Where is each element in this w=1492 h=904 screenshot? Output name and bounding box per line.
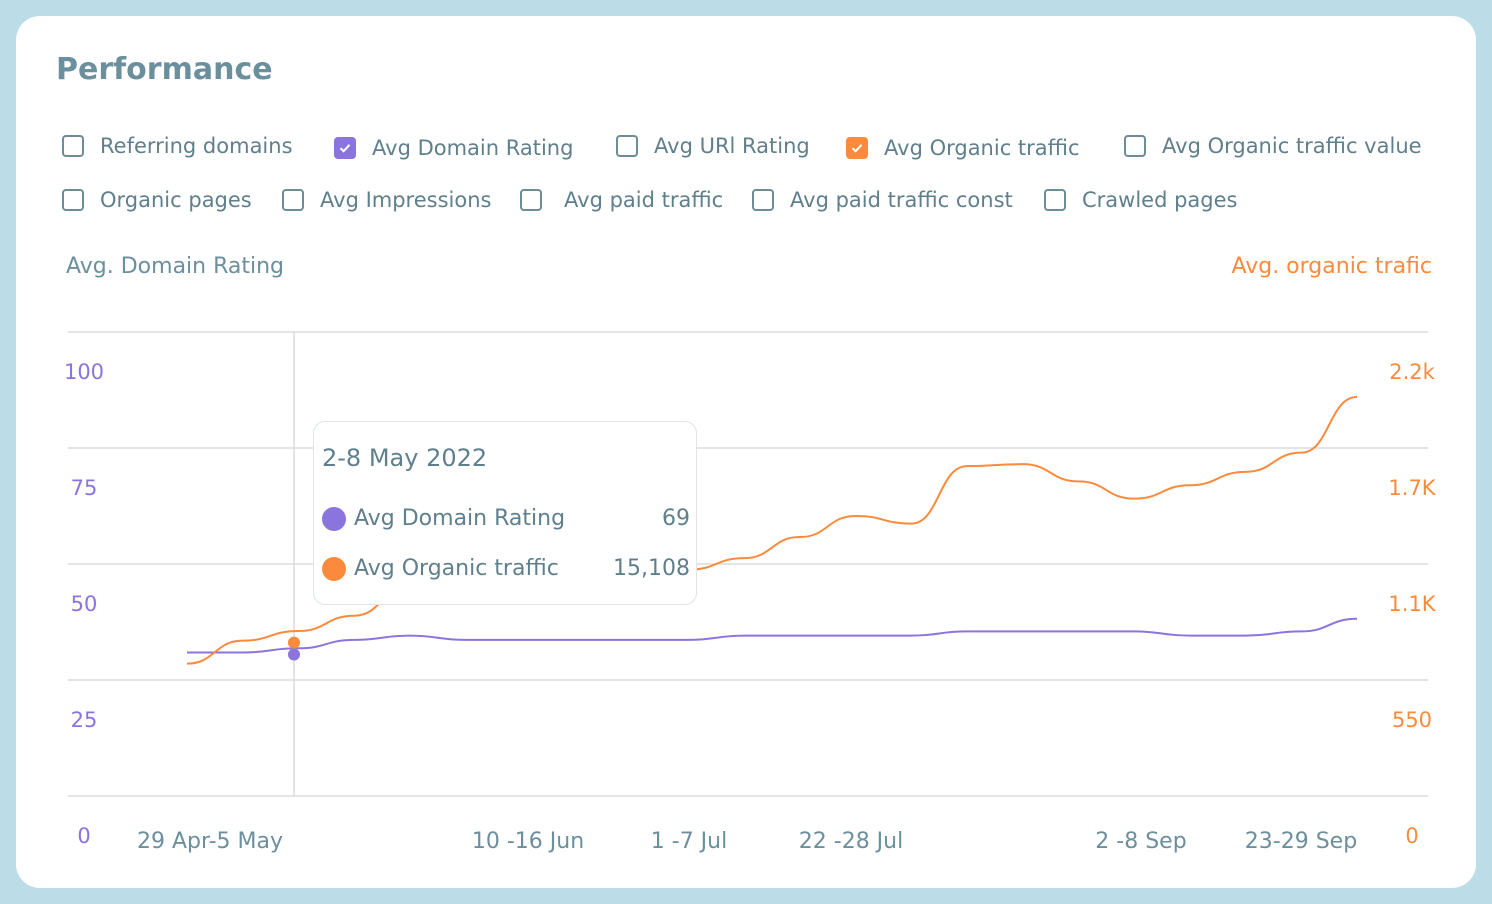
filter-label: Avg Domain Rating — [372, 136, 574, 160]
x-tick-label: 10 -16 Jun — [472, 829, 584, 854]
checkbox-icon[interactable] — [62, 135, 84, 157]
x-tick-label: 29 Apr-5 May — [137, 829, 283, 854]
x-tick-label: 23-29 Sep — [1245, 829, 1357, 854]
filter-label: Organic pages — [100, 188, 252, 212]
checkbox-icon[interactable] — [846, 137, 868, 159]
filter-avg-impressions[interactable]: Avg Impressions — [282, 188, 491, 212]
checkbox-icon[interactable] — [1044, 189, 1066, 211]
checkbox-icon[interactable] — [62, 189, 84, 211]
filter-label: Referring domains — [100, 134, 293, 158]
filter-avg-domain-rating[interactable]: Avg Domain Rating — [334, 136, 573, 160]
checkbox-icon[interactable] — [520, 189, 542, 211]
filter-label: Avg paid traffic const — [790, 188, 1013, 212]
x-tick-label: 2 -8 Sep — [1095, 829, 1186, 854]
checkbox-icon[interactable] — [334, 137, 356, 159]
checkbox-icon[interactable] — [282, 189, 304, 211]
filter-label: Avg Organic traffic value — [1162, 134, 1422, 158]
filter-organic-pages[interactable]: Organic pages — [62, 188, 252, 212]
chart-tooltip: 2-8 May 2022 Avg Domain Rating 69 Avg Or… — [313, 421, 697, 605]
left-tick-label: 25 — [71, 708, 98, 732]
filter-label: Avg paid traffic — [564, 188, 724, 212]
left-tick-label: 50 — [71, 592, 98, 616]
tooltip-label: Avg Domain Rating — [354, 506, 566, 531]
tooltip-row-organic-traffic: Avg Organic traffic 15,108 — [322, 556, 690, 581]
right-axis-title: Avg. organic trafic — [1231, 254, 1432, 279]
filter-crawled-pages[interactable]: Crawled pages — [1044, 188, 1238, 212]
right-tick-label: 0 — [1405, 824, 1418, 848]
tooltip-date: 2-8 May 2022 — [322, 444, 488, 472]
right-tick-label: 550 — [1392, 708, 1432, 732]
filter-avg-organic-traffic[interactable]: Avg Organic traffic — [846, 136, 1080, 160]
filter-label: Crawled pages — [1082, 188, 1238, 212]
filter-avg-paid-traffic-const[interactable]: Avg paid traffic const — [752, 188, 1013, 212]
checkbox-icon[interactable] — [752, 189, 774, 211]
tooltip-value: 69 — [662, 506, 690, 531]
tooltip-row-domain-rating: Avg Domain Rating 69 — [322, 506, 690, 531]
filter-avg-organic-traffic-value[interactable]: Avg Organic traffic value — [1124, 134, 1422, 158]
tooltip-value: 15,108 — [613, 556, 690, 581]
right-tick-label: 2.2k — [1389, 360, 1435, 384]
domain-rating-line — [187, 617, 1358, 654]
hover-point-organic-traffic — [288, 636, 300, 649]
tooltip-label: Avg Organic traffic — [354, 556, 559, 581]
filter-label: Avg Impressions — [320, 188, 492, 212]
series-dot-icon — [322, 506, 346, 531]
left-tick-label: 0 — [77, 824, 90, 848]
filter-avg-url-rating[interactable]: Avg URl Rating — [616, 134, 810, 158]
left-axis-title: Avg. Domain Rating — [66, 254, 285, 279]
checkbox-icon[interactable] — [1124, 135, 1146, 157]
filter-label: Avg Organic traffic — [884, 136, 1080, 160]
right-tick-label: 1.1K — [1388, 592, 1436, 616]
left-tick-label: 75 — [71, 476, 98, 500]
right-tick-label: 1.7K — [1388, 476, 1436, 500]
card-title: Performance — [56, 52, 273, 87]
hover-point-domain-rating — [288, 648, 300, 661]
x-tick-label: 22 -28 Jul — [799, 829, 903, 854]
left-tick-label: 100 — [64, 360, 104, 384]
checkbox-icon[interactable] — [616, 135, 638, 157]
x-tick-label: 1 -7 Jul — [651, 829, 727, 854]
performance-card — [16, 16, 1476, 888]
filter-referring-domains[interactable]: Referring domains — [62, 134, 293, 158]
filter-label: Avg URl Rating — [654, 134, 810, 158]
filter-avg-paid-traffic[interactable]: Avg paid traffic — [520, 188, 723, 212]
series-dot-icon — [322, 556, 346, 581]
